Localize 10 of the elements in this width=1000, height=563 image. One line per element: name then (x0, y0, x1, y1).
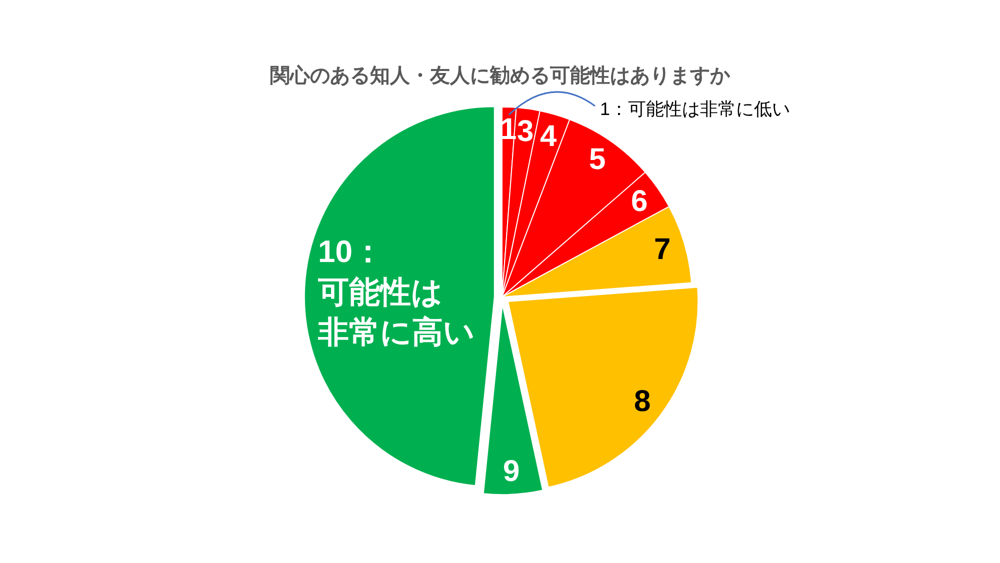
slice-label: 7 (654, 233, 671, 266)
slice-label: 4 (540, 120, 557, 153)
slice-label: 10：可能性は非常に高い (317, 234, 475, 350)
text: 1：可能性は非常に低い (600, 99, 790, 119)
slice-label: 9 (503, 455, 520, 488)
slice-label: 5 (589, 143, 606, 176)
slice-label: 8 (634, 385, 651, 418)
slice-label: 3 (517, 115, 534, 148)
chart-title: 関心のある知人・友人に勧める可能性はありますか (270, 64, 731, 87)
slice-label: 6 (631, 185, 648, 218)
